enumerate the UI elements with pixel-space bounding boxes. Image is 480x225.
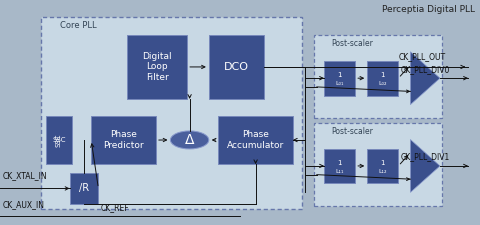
Text: CK_PLL_OUT: CK_PLL_OUT xyxy=(398,52,445,61)
Bar xyxy=(46,116,72,164)
Bar xyxy=(367,148,398,183)
Text: CK_XTAL_IN: CK_XTAL_IN xyxy=(2,171,47,180)
Text: SSC: SSC xyxy=(52,137,66,143)
Text: 1: 1 xyxy=(381,72,385,78)
Text: Core PLL: Core PLL xyxy=(60,21,96,30)
Text: /R: /R xyxy=(79,183,89,194)
Bar xyxy=(324,148,355,183)
Bar xyxy=(324,61,355,96)
Text: L₁₂: L₁₂ xyxy=(379,169,387,174)
Bar xyxy=(367,61,398,96)
Text: L₀₁: L₀₁ xyxy=(336,81,344,86)
Text: L₀₂: L₀₂ xyxy=(379,81,387,86)
Text: 1: 1 xyxy=(337,160,342,166)
Bar xyxy=(127,35,187,99)
Text: CK_PLL_DIV0: CK_PLL_DIV0 xyxy=(401,65,450,74)
Text: 1: 1 xyxy=(337,72,342,78)
Text: Post-scaler: Post-scaler xyxy=(331,39,373,48)
Text: CK_REF: CK_REF xyxy=(101,204,130,213)
Bar xyxy=(41,17,302,209)
Text: CK_AUX_IN: CK_AUX_IN xyxy=(2,200,44,209)
Text: Digital
Loop
Filter: Digital Loop Filter xyxy=(143,52,172,82)
Text: Δ: Δ xyxy=(185,133,194,147)
Text: DCO: DCO xyxy=(224,62,249,72)
Text: Perceptia Digital PLL: Perceptia Digital PLL xyxy=(382,4,475,13)
Text: L₁₁: L₁₁ xyxy=(336,169,344,174)
Polygon shape xyxy=(410,140,440,192)
Circle shape xyxy=(170,131,209,149)
Bar xyxy=(218,116,293,164)
Bar xyxy=(209,35,264,99)
Polygon shape xyxy=(410,52,440,105)
Bar xyxy=(70,173,98,204)
Bar xyxy=(314,35,442,118)
Bar xyxy=(91,116,156,164)
Text: CK_PLL_DIV1: CK_PLL_DIV1 xyxy=(401,153,450,162)
Text: Post-scaler: Post-scaler xyxy=(331,127,373,136)
Text: Phase
Predictor: Phase Predictor xyxy=(103,130,144,150)
Text: SSC: SSC xyxy=(56,133,62,147)
Bar xyxy=(314,123,442,206)
Text: 1: 1 xyxy=(381,160,385,166)
Text: Phase
Accumulator: Phase Accumulator xyxy=(227,130,284,150)
